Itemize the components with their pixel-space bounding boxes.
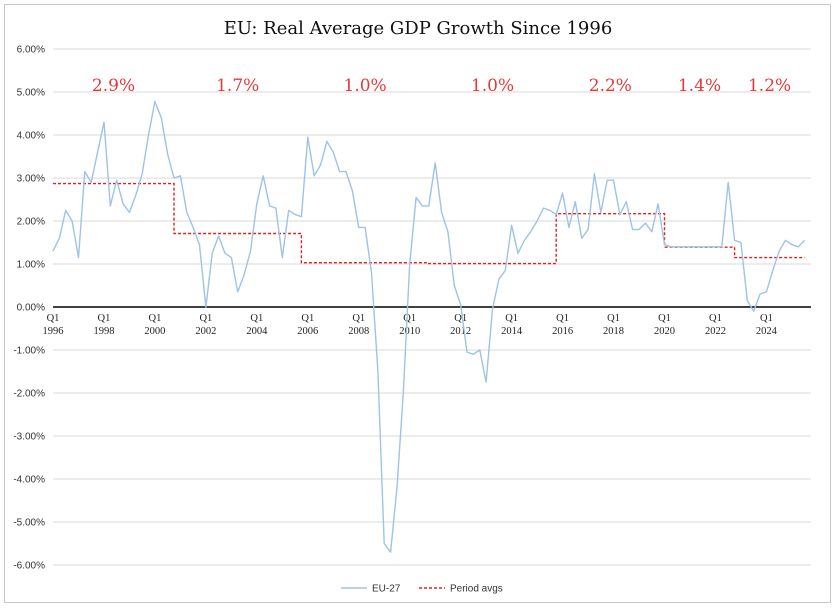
x-tick-label-quarter: Q1 (199, 313, 212, 324)
period-average-series (53, 182, 805, 265)
x-tick-label-year: 2024 (756, 326, 778, 337)
y-tick-label: 4.00% (17, 131, 45, 142)
y-tick-label: -3.00% (13, 432, 45, 443)
x-tick-label-quarter: Q1 (301, 313, 314, 324)
x-tick-label-quarter: Q1 (454, 313, 467, 324)
y-tick-label: 6.00% (17, 45, 45, 56)
period-avg-label: 1.4% (678, 76, 721, 96)
eu27-line (52, 100, 806, 553)
y-tick-label: 1.00% (17, 260, 45, 271)
x-tick-label-year: 2014 (501, 326, 523, 337)
x-axis-ticks: Q1 1996 Q1 1998 Q1 2000 Q1 2002 Q1 2004 Q1 2006 Q1 20… (43, 313, 778, 337)
x-tick-label-quarter: Q1 (607, 313, 620, 324)
y-tick-label: 5.00% (17, 88, 45, 99)
x-tick-label-year: 2012 (450, 326, 471, 337)
period-avg-label: 1.0% (344, 76, 387, 96)
x-tick-label-year: 1996 (43, 326, 64, 337)
x-tick-label-quarter: Q1 (98, 313, 111, 324)
x-tick-label-year: 1998 (93, 326, 114, 337)
legend-label-eu27: EU-27 (372, 584, 401, 595)
y-tick-label: -6.00% (13, 561, 45, 572)
y-tick-label: -2.00% (13, 389, 45, 400)
x-tick-label-quarter: Q1 (709, 313, 722, 324)
period-average-labels: 2.9% 1.7% 1.0% 1.0% 2.2% 1.4% 1.2% (92, 76, 791, 96)
x-tick-label-year: 2016 (552, 326, 573, 337)
x-tick-label-quarter: Q1 (505, 313, 518, 324)
x-tick-label-quarter: Q1 (658, 313, 671, 324)
x-tick-label-year: 2010 (399, 326, 420, 337)
y-axis-ticks: 6.00% 5.00% 4.00% 3.00% 2.00% 1.00% 0.00% -1.00… (13, 45, 45, 572)
y-tick-label: 2.00% (17, 217, 45, 228)
period-avg-line (53, 182, 805, 265)
chart-frame: EU: Real Average GDP Growth Since 1996 6… (4, 4, 831, 603)
period-avg-label: 1.0% (471, 76, 514, 96)
x-tick-label-year: 2002 (195, 326, 216, 337)
x-tick-label-quarter: Q1 (250, 313, 263, 324)
period-avg-label: 1.2% (748, 76, 791, 96)
period-avg-label: 1.7% (216, 76, 259, 96)
chart-title: EU: Real Average GDP Growth Since 1996 (224, 18, 613, 39)
x-tick-label-quarter: Q1 (556, 313, 569, 324)
period-avg-label: 2.2% (589, 76, 632, 96)
x-tick-label-year: 2020 (654, 326, 675, 337)
y-tick-label: -4.00% (13, 475, 45, 486)
x-tick-label-year: 2022 (705, 326, 726, 337)
x-tick-label-year: 2000 (144, 326, 165, 337)
grid (53, 48, 811, 566)
chart: EU: Real Average GDP Growth Since 1996 6… (13, 18, 811, 595)
x-tick-label-quarter: Q1 (352, 313, 365, 324)
y-tick-label: 3.00% (17, 174, 45, 185)
period-avg-label: 2.9% (92, 76, 135, 96)
legend-label-period-avgs: Period avgs (450, 584, 503, 595)
x-tick-label-quarter: Q1 (760, 313, 773, 324)
y-tick-label: 0.00% (17, 303, 45, 314)
eu27-series (52, 100, 806, 553)
x-tick-label-year: 2006 (297, 326, 318, 337)
x-tick-label-quarter: Q1 (403, 313, 416, 324)
x-tick-label-year: 2004 (246, 326, 268, 337)
y-tick-label: -1.00% (13, 346, 45, 357)
x-tick-label-year: 2008 (348, 326, 369, 337)
x-tick-label-quarter: Q1 (148, 313, 161, 324)
x-tick-label-year: 2018 (603, 326, 624, 337)
x-tick-label-quarter: Q1 (47, 313, 60, 324)
y-tick-label: -5.00% (13, 518, 45, 529)
legend: EU-27 Period avgs (341, 584, 503, 595)
